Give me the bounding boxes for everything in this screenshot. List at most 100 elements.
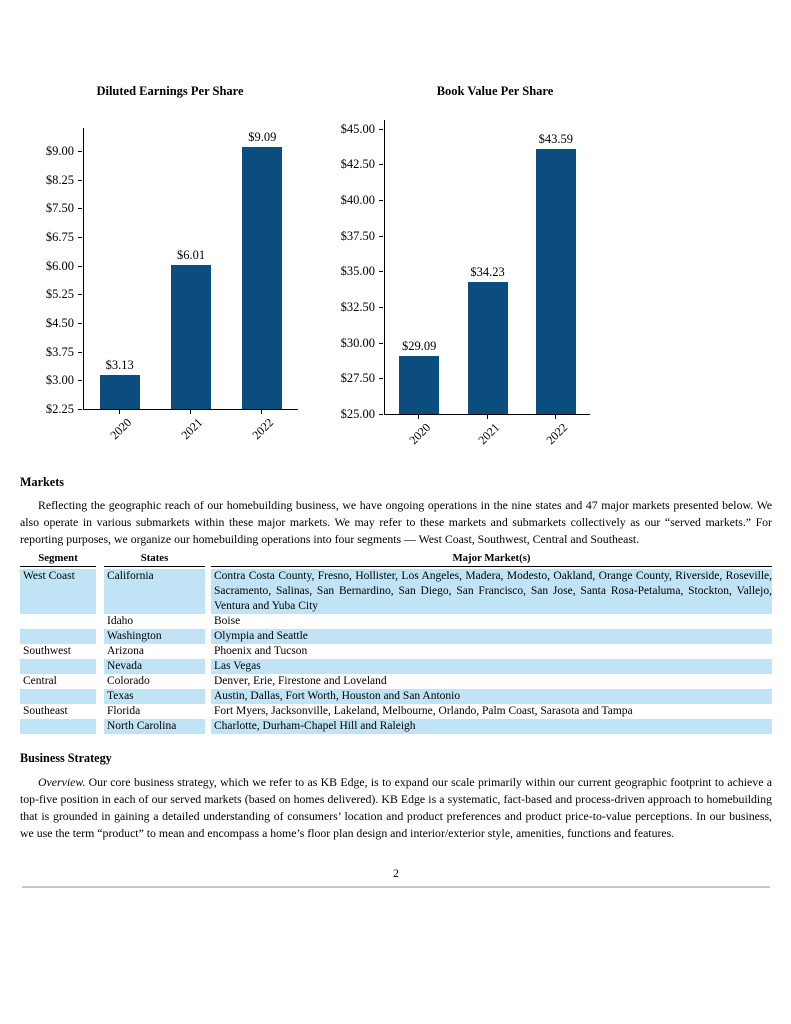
table-row: Southeast Florida Fort Myers, Jacksonville… [20,704,772,719]
table-cell-segment [20,659,96,674]
x-axis-tick-mark [554,415,556,419]
chart-title: Book Value Per Share [436,84,554,98]
y-axis-tick-mark [78,236,82,238]
y-axis-tick-mark [379,128,383,130]
y-axis-tick-label: $2.25 [45,402,74,416]
y-axis-tick-mark [78,265,82,267]
bar-value-label: $3.13 [105,358,134,373]
bar-2020 [99,375,140,409]
table-cell-segment [20,719,96,734]
table-cell-markets: Olympia and Seattle [211,629,772,644]
table-cell-markets: Contra Costa County, Fresno, Hollister, … [211,569,772,614]
y-axis-tick-label: $8.25 [45,172,74,187]
y-axis-tick-label: $5.25 [45,287,74,302]
table-cell-markets: Phoenix and Tucson [214,645,308,657]
x-axis-category-label: 2020 [406,420,434,448]
plot-area: $29.09 $34.23 $43.59 [384,120,590,415]
table-cell-markets: Fort Myers, Jacksonville, Lakeland, Melb… [214,705,633,717]
bar-2022 [535,148,576,414]
bar-value-label: $34.23 [470,265,505,280]
table-cell-markets: Charlotte, Durham-Chapel Hill and Raleig… [211,719,772,734]
x-axis-category-label: 2021 [178,415,206,443]
x-axis-category-label: 2020 [106,415,134,443]
table-cell-segment [20,629,96,644]
table-header-segment: Segment [20,552,96,567]
page-number: 2 [393,866,399,880]
table-row: West Coast California Contra Costa County,… [20,569,772,614]
x-axis-tick-mark [486,415,488,419]
table-cell-state: Colorado [107,675,150,687]
y-axis-tick-mark [78,380,82,382]
y-axis-tick-label: $4.50 [45,315,74,330]
table-cell-markets: Denver, Erie, Firestone and Loveland [214,675,387,687]
x-axis-category-label: 2022 [543,420,571,448]
plot-area: $3.13 $6.01 $9.09 [83,128,298,410]
markets-paragraph: Reflecting the geographic reach of our h… [20,498,772,546]
x-axis-tick-mark [118,410,120,414]
table-cell-segment: Central [23,675,57,687]
table-row: Central Colorado Denver, Erie, Firestone a… [20,674,772,689]
y-axis-tick-label: $3.00 [45,373,74,388]
y-axis-tick-mark [379,306,383,308]
y-axis-tick-label: $3.75 [45,344,74,359]
overview-lead: Overview. [38,775,86,789]
table-cell-segment [20,614,96,629]
table-row: Texas Austin, Dallas, Fort Worth, Houston… [20,689,772,704]
table-cell-state: Idaho [107,615,134,627]
bar-value-label: $43.59 [538,131,574,146]
table-cell-segment: Southeast [23,705,68,717]
table-cell-markets: Boise [214,615,241,627]
y-axis-tick-label: $42.50 [340,157,375,172]
overview-body: Our core business strategy, which we ref… [20,775,772,840]
y-axis-tick-label: $40.00 [340,192,375,207]
x-axis-tick-mark [418,415,420,419]
y-axis-tick-label: $7.50 [45,201,74,216]
y-axis-tick-mark [379,414,383,415]
table-row: Southwest Arizona Phoenix and Tucson [20,644,772,659]
y-axis-tick-mark [78,322,82,324]
y-axis-tick-label: $9.00 [45,143,74,158]
chart-title: Diluted Earnings Per Share [96,84,244,98]
table-cell-state: North Carolina [104,719,205,734]
x-axis-tick-mark [261,410,263,414]
table-row: North Carolina Charlotte, Durham-Chapel H… [20,719,772,734]
table-cell-segment: Southwest [23,645,71,657]
table-cell-state: Texas [104,689,205,704]
y-axis-tick-label: $37.50 [340,228,375,243]
y-axis-tick-mark [78,208,82,210]
markets-heading: Markets [20,475,64,489]
y-axis-tick-label: $35.00 [340,264,375,279]
footer-divider [22,886,770,888]
table-header-major-markets: Major Market(s) [211,552,772,567]
table-header-states: States [104,552,205,567]
business-strategy-paragraph: Overview. Our core business strategy, wh… [20,774,772,842]
y-axis-tick-label: $25.00 [340,407,375,421]
bar-2021 [171,265,211,409]
y-axis-tick-label: $32.50 [340,299,375,314]
table-row: Nevada Las Vegas [20,659,772,674]
y-axis-tick-mark [78,294,82,296]
bar-2020 [399,355,440,414]
table-row: Idaho Boise [20,614,772,629]
bar-2022 [242,147,283,409]
y-axis-tick-label: $30.00 [340,335,375,350]
chart-book-value: Book Value Per Share $29.09 $34.23 $43.59 … [330,80,660,460]
x-axis-category-label: 2021 [474,420,502,448]
y-axis-tick-mark [78,409,82,410]
y-axis-tick-mark [78,150,82,152]
y-axis-tick-mark [379,199,383,201]
bar-value-label: $6.01 [176,248,206,263]
table-cell-markets: Austin, Dallas, Fort Worth, Houston and … [211,689,772,704]
table-row: Washington Olympia and Seattle [20,629,772,644]
table-cell-state: California [104,569,205,614]
y-axis-tick-label: $6.00 [45,258,74,273]
y-axis-tick-mark [78,179,82,181]
y-axis-tick-mark [379,164,383,166]
table-cell-state: Florida [107,705,141,717]
bar-value-label: $9.09 [248,130,277,145]
table-cell-segment: West Coast [20,569,96,614]
y-axis-tick-label: $27.50 [340,371,375,386]
table-cell-segment [20,689,96,704]
x-axis-tick-mark [190,410,191,414]
